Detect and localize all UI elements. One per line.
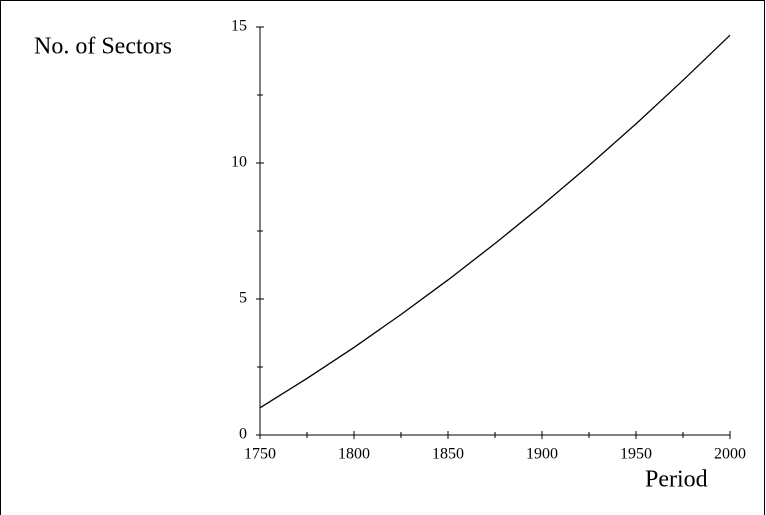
x-axis-label: Period [645,467,708,493]
x-tick-label: 1750 [244,446,276,463]
y-tick-label: 0 [239,426,247,443]
line [259,34,731,409]
x-tick-label: 1950 [620,446,652,463]
y-tick-label: 15 [231,18,247,35]
x-tick-label: 2000 [714,446,746,463]
x-tick-label: 1850 [432,446,464,463]
y-axis-label: No. of Sectors [34,34,172,60]
y-tick-label: 10 [231,154,247,171]
x-tick-label: 1900 [526,446,558,463]
y-tick-label: 5 [239,290,247,307]
x-tick-label: 1800 [338,446,370,463]
